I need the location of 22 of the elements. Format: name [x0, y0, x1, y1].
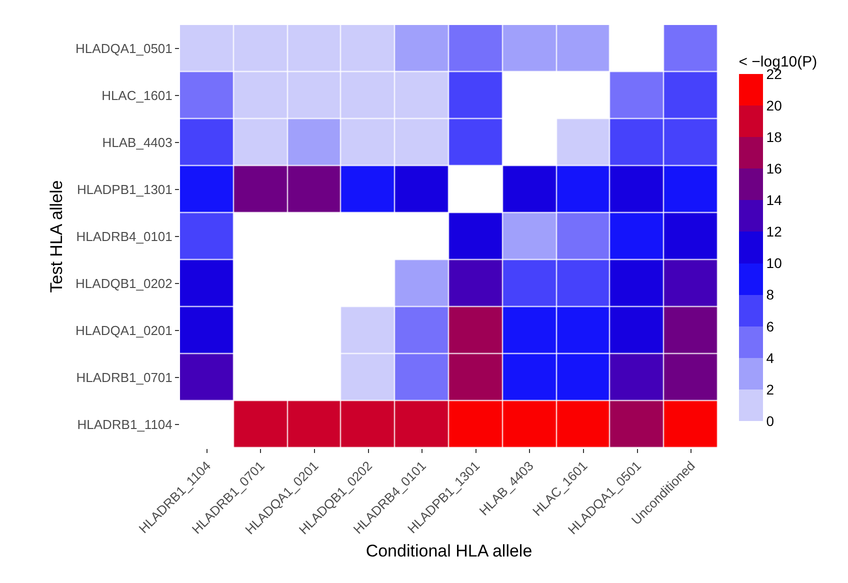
y-tick-label: HLADQA1_0501 [76, 41, 172, 56]
color-bar-label: 4 [766, 350, 774, 366]
color-bar-label: 6 [766, 318, 774, 334]
color-bar-label: 20 [766, 97, 782, 114]
color-bar-label: 14 [766, 192, 782, 208]
color-bar-label: 0 [766, 412, 774, 429]
color-bar-label: 18 [766, 128, 782, 145]
x-axis-title: Conditional HLA allele [366, 542, 532, 561]
y-axis-title: Test HLA allele [47, 180, 66, 293]
y-tick-label: HLADQB1_0202 [76, 276, 172, 292]
y-tick-label: HLADRB1_1104 [77, 417, 172, 432]
y-tick-label: HLADRB4_0101 [76, 229, 172, 244]
y-tick-label: HLADPB1_1301 [76, 182, 172, 198]
y-tick-label: HLAC_1601 [102, 88, 172, 104]
color-bar-label: 16 [766, 160, 782, 177]
y-tick-label: HLADQA1_0201 [76, 323, 172, 338]
color-bar-label: 8 [766, 286, 774, 303]
color-bar-label: 10 [766, 255, 782, 272]
y-tick-label: HLADRB1_0701 [76, 370, 172, 386]
color-bar-label: 12 [766, 224, 782, 240]
color-bar-label: 2 [766, 381, 774, 398]
y-tick-label: HLAB_4403 [102, 135, 172, 150]
